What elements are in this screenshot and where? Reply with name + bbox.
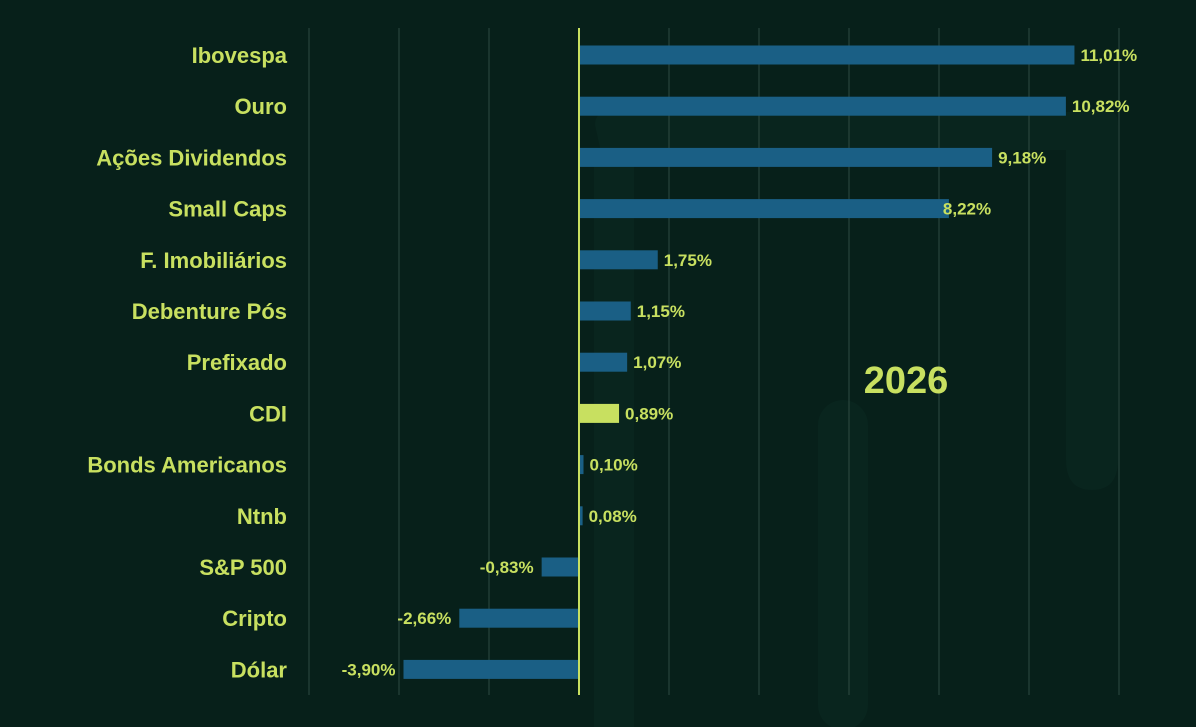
category-label: Ntnb (237, 504, 287, 529)
bar (579, 45, 1075, 65)
value-label: 0,89% (625, 404, 673, 423)
bars (403, 45, 1075, 679)
value-label: 8,22% (943, 200, 991, 219)
bar (579, 352, 628, 372)
bar (459, 608, 579, 628)
category-label: Bonds Americanos (87, 453, 287, 478)
bar (579, 403, 620, 423)
bar (579, 455, 584, 475)
category-label: Debenture Pós (132, 299, 287, 324)
value-label: 10,82% (1072, 97, 1130, 116)
grid-lines (308, 28, 1120, 695)
category-label: Small Caps (168, 197, 287, 222)
category-label: Dólar (231, 657, 288, 682)
value-label: -3,90% (342, 660, 396, 679)
category-label: Prefixado (187, 350, 287, 375)
bar (579, 147, 993, 167)
labels: Ibovespa 11,01% Ouro 10,82% Ações Dividendos… (87, 43, 1137, 682)
value-label: 1,15% (637, 302, 685, 321)
category-label: S&P 500 (199, 555, 287, 580)
category-label: Ibovespa (192, 43, 288, 68)
year-annotation: 2026 (864, 360, 949, 402)
value-label: 11,01% (1080, 46, 1137, 65)
category-label: Ouro (234, 94, 287, 119)
bar (579, 301, 631, 321)
bar (579, 506, 583, 526)
bar (579, 199, 949, 219)
category-label: CDI (249, 401, 287, 426)
value-label: -2,66% (397, 609, 451, 628)
value-label: 9,18% (998, 148, 1046, 167)
bar (541, 557, 579, 577)
category-label: F. Imobiliários (140, 248, 287, 273)
value-label: 1,07% (633, 353, 681, 372)
bar (403, 659, 579, 679)
bar (579, 96, 1066, 116)
category-label: Ações Dividendos (96, 145, 287, 170)
value-label: 1,75% (664, 251, 712, 270)
value-label: 0,10% (590, 456, 638, 475)
category-label: Cripto (222, 606, 287, 631)
bar (579, 250, 658, 270)
value-label: 0,08% (589, 507, 637, 526)
value-label: -0,83% (480, 558, 534, 577)
